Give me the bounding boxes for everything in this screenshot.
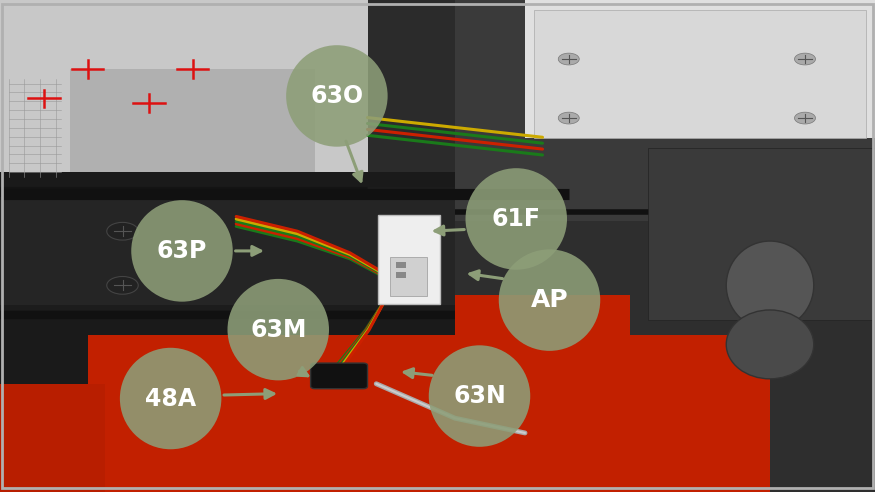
Circle shape <box>107 277 138 294</box>
Circle shape <box>794 112 816 124</box>
Text: 63O: 63O <box>311 84 363 108</box>
Bar <box>455 221 875 492</box>
Bar <box>648 148 875 320</box>
Bar <box>0 187 455 320</box>
Ellipse shape <box>499 249 600 351</box>
Bar <box>70 69 315 177</box>
Bar <box>0 197 455 305</box>
Circle shape <box>794 53 816 65</box>
Bar <box>0 310 455 492</box>
Ellipse shape <box>228 279 329 380</box>
FancyBboxPatch shape <box>534 10 866 138</box>
Bar <box>88 335 770 492</box>
Bar <box>0 384 105 492</box>
Circle shape <box>107 222 138 240</box>
Ellipse shape <box>120 348 221 449</box>
Text: 48A: 48A <box>145 387 196 410</box>
Bar <box>455 295 630 344</box>
FancyBboxPatch shape <box>378 215 440 304</box>
Ellipse shape <box>726 310 814 379</box>
Ellipse shape <box>726 241 814 330</box>
Text: 63N: 63N <box>453 384 506 408</box>
Bar <box>396 272 406 278</box>
Circle shape <box>558 112 579 124</box>
Bar <box>0 0 368 187</box>
Bar <box>525 0 875 138</box>
Text: AP: AP <box>530 288 569 312</box>
Bar <box>0 172 569 207</box>
Text: 63M: 63M <box>250 318 306 341</box>
Ellipse shape <box>466 168 567 270</box>
Circle shape <box>387 227 418 245</box>
FancyBboxPatch shape <box>390 257 427 296</box>
Bar <box>396 262 406 268</box>
Ellipse shape <box>429 345 530 447</box>
Ellipse shape <box>131 200 233 302</box>
Ellipse shape <box>286 45 388 147</box>
Text: 63P: 63P <box>157 239 207 263</box>
Bar <box>455 0 875 221</box>
Polygon shape <box>0 187 368 207</box>
Circle shape <box>387 277 418 294</box>
Text: 61F: 61F <box>492 207 541 231</box>
FancyBboxPatch shape <box>311 363 368 389</box>
Circle shape <box>558 53 579 65</box>
